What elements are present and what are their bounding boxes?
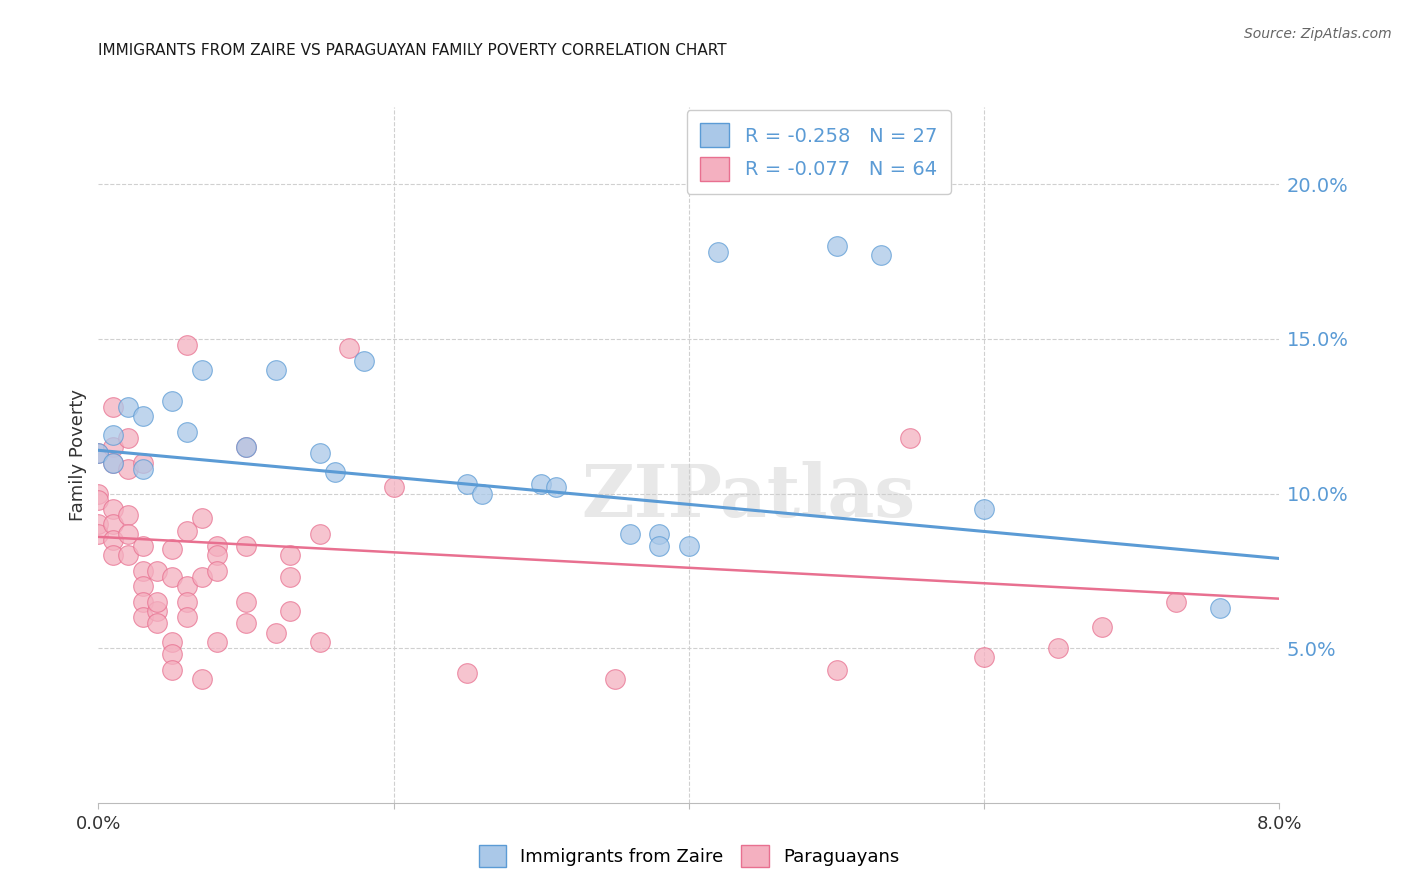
Point	[103, 549, 125, 563]
Point	[648, 526, 671, 541]
Point	[103, 456, 125, 470]
Point	[162, 663, 183, 677]
Point	[530, 477, 553, 491]
Point	[117, 400, 139, 414]
Point	[205, 564, 228, 578]
Point	[308, 446, 332, 460]
Point	[146, 616, 169, 631]
Point	[382, 480, 405, 494]
Point	[103, 440, 125, 454]
Point	[205, 539, 228, 553]
Point	[471, 486, 494, 500]
Point	[146, 564, 169, 578]
Text: IMMIGRANTS FROM ZAIRE VS PARAGUAYAN FAMILY POVERTY CORRELATION CHART: IMMIGRANTS FROM ZAIRE VS PARAGUAYAN FAMI…	[98, 43, 727, 58]
Point	[176, 425, 198, 439]
Point	[176, 595, 198, 609]
Point	[176, 579, 198, 593]
Point	[103, 533, 125, 547]
Point	[235, 440, 257, 454]
Point	[323, 465, 346, 479]
Point	[132, 564, 155, 578]
Point	[87, 492, 110, 507]
Point	[87, 526, 110, 541]
Legend: R = -0.258   N = 27, R = -0.077   N = 64: R = -0.258 N = 27, R = -0.077 N = 64	[686, 110, 950, 194]
Point	[103, 502, 125, 516]
Point	[678, 539, 700, 553]
Point	[264, 625, 287, 640]
Point	[87, 486, 110, 500]
Point	[132, 462, 155, 476]
Point	[132, 456, 155, 470]
Point	[191, 570, 214, 584]
Point	[103, 517, 125, 532]
Point	[176, 610, 198, 624]
Point	[103, 400, 125, 414]
Point	[132, 409, 155, 424]
Point	[87, 446, 110, 460]
Point	[353, 353, 375, 368]
Text: Source: ZipAtlas.com: Source: ZipAtlas.com	[1244, 27, 1392, 41]
Point	[605, 672, 627, 686]
Point	[1046, 641, 1069, 656]
Y-axis label: Family Poverty: Family Poverty	[69, 389, 87, 521]
Point	[117, 462, 139, 476]
Point	[117, 508, 139, 523]
Point	[87, 446, 110, 460]
Point	[546, 480, 568, 494]
Point	[176, 338, 198, 352]
Point	[825, 663, 848, 677]
Point	[103, 427, 125, 442]
Point	[132, 579, 155, 593]
Point	[337, 341, 360, 355]
Point	[456, 477, 478, 491]
Point	[87, 517, 110, 532]
Point	[308, 526, 332, 541]
Point	[132, 595, 155, 609]
Point	[264, 363, 287, 377]
Point	[235, 616, 257, 631]
Point	[235, 595, 257, 609]
Point	[132, 610, 155, 624]
Point	[973, 650, 995, 665]
Point	[162, 393, 183, 408]
Point	[176, 524, 198, 538]
Point	[235, 539, 257, 553]
Point	[825, 239, 848, 253]
Point	[146, 595, 169, 609]
Point	[117, 549, 139, 563]
Point	[117, 431, 139, 445]
Point	[648, 539, 671, 553]
Point	[146, 604, 169, 618]
Point	[456, 665, 478, 680]
Point	[162, 542, 183, 557]
Point	[1091, 619, 1114, 633]
Point	[103, 456, 125, 470]
Point	[235, 440, 257, 454]
Point	[1164, 595, 1187, 609]
Point	[308, 635, 332, 649]
Point	[191, 511, 214, 525]
Point	[191, 672, 214, 686]
Point	[191, 363, 214, 377]
Point	[278, 549, 302, 563]
Point	[205, 635, 228, 649]
Point	[278, 570, 302, 584]
Point	[162, 570, 183, 584]
Point	[162, 635, 183, 649]
Point	[707, 245, 730, 260]
Point	[973, 502, 995, 516]
Point	[619, 526, 641, 541]
Point	[117, 526, 139, 541]
Point	[162, 648, 183, 662]
Point	[1209, 601, 1232, 615]
Point	[132, 539, 155, 553]
Point	[900, 431, 922, 445]
Point	[869, 248, 891, 262]
Text: ZIPatlas: ZIPatlas	[581, 461, 915, 533]
Point	[205, 549, 228, 563]
Point	[278, 604, 302, 618]
Legend: Immigrants from Zaire, Paraguayans: Immigrants from Zaire, Paraguayans	[471, 838, 907, 874]
